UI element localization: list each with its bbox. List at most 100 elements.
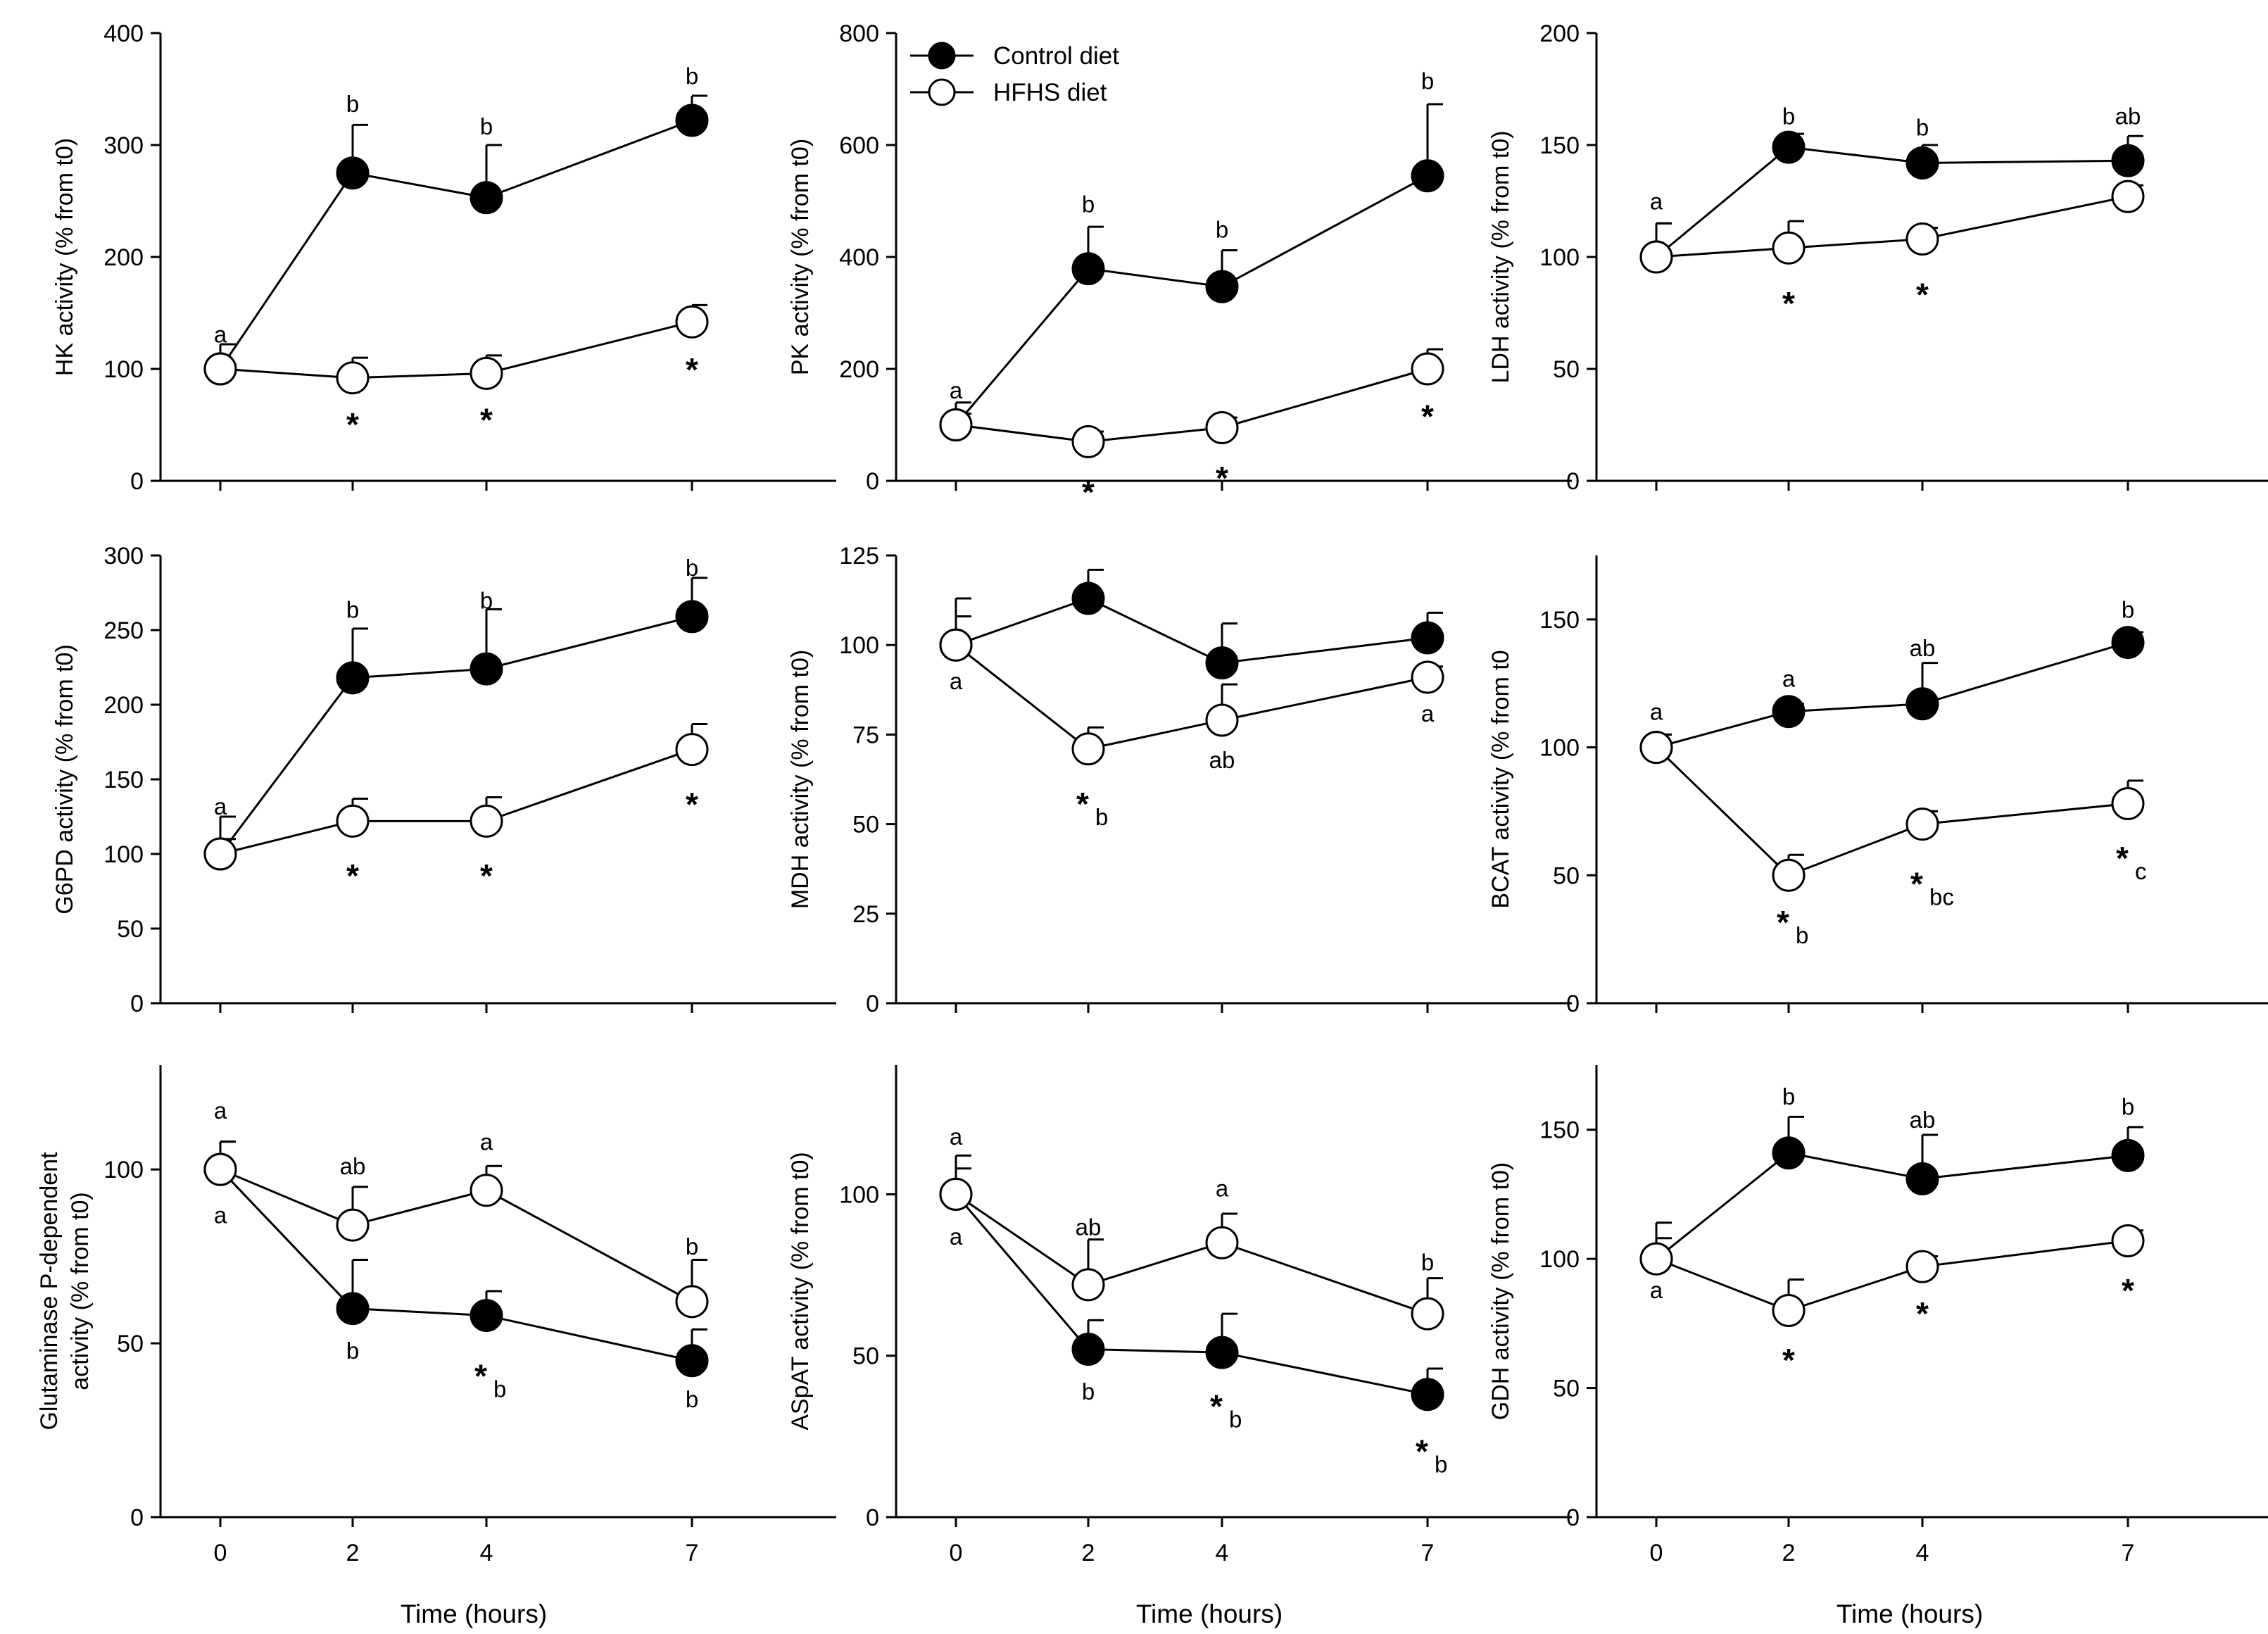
significance-star: *	[480, 401, 493, 438]
significance-letter: ab	[1910, 1107, 1936, 1133]
x-tick-label: 0	[214, 1540, 227, 1566]
y-tick-label: 200	[1539, 20, 1580, 47]
hfhs-data-point	[2111, 787, 2145, 821]
control-series-line	[955, 175, 1428, 426]
significance-star: *	[2122, 1272, 2134, 1309]
panel-pk: 0 200 400 600 800 PK activity (% from t0) a b b b…	[787, 20, 1572, 510]
control-data-point	[1905, 1162, 1939, 1195]
control-series-line	[219, 119, 693, 370]
significance-letter: b	[686, 555, 698, 581]
significance-letter: b	[1916, 115, 1929, 141]
hfhs-series-line	[1656, 195, 2129, 258]
y-axis-title-line: ASpAT activity (% from t0)	[787, 1152, 814, 1431]
hfhs-data-point	[203, 352, 237, 386]
y-tick-label: 200	[103, 244, 144, 271]
y-axis-title: HK activity (% from t0)	[51, 138, 78, 376]
hfhs-data-point	[1071, 425, 1105, 458]
significance-letter: ab	[2115, 103, 2141, 130]
y-axis-title: PK activity (% from t0)	[787, 139, 814, 375]
control-data-point	[1205, 646, 1239, 680]
x-tick-label: 7	[1421, 1540, 1435, 1566]
significance-letter: b	[2122, 596, 2134, 622]
hfhs-series-line	[220, 1168, 693, 1303]
y-tick-label: 0	[866, 468, 879, 495]
significance-letter: a	[1650, 699, 1663, 725]
y-tick-label: 0	[866, 1504, 879, 1531]
significance-letter: a	[950, 1124, 963, 1150]
y-tick-label: 100	[1539, 1246, 1580, 1273]
hfhs-data-point	[1905, 807, 1939, 841]
control-series-line	[1656, 1152, 2129, 1260]
hfhs-series-line	[1656, 1239, 2129, 1312]
significance-letter: b	[1095, 804, 1108, 830]
y-tick-label: 150	[1539, 132, 1580, 159]
y-tick-label: 200	[103, 692, 144, 719]
significance-letter: b	[1421, 1250, 1434, 1276]
y-tick-label: 0	[130, 991, 144, 1017]
significance-letter: b	[346, 91, 359, 117]
y-axis-title: G6PD activity (% from t0)	[51, 644, 78, 915]
significance-star: *	[1210, 1388, 1223, 1424]
y-tick-label: 50	[117, 1331, 144, 1357]
x-tick-label: 0	[950, 1540, 963, 1566]
y-tick-label: 50	[1553, 1376, 1580, 1402]
significance-letter: a	[1650, 1277, 1663, 1303]
control-data-point	[1411, 159, 1444, 193]
y-tick-label: 100	[1539, 244, 1580, 271]
significance-letter: b	[346, 596, 359, 622]
hfhs-data-point	[470, 804, 503, 838]
panel-gdh: 0 50 100 150 0 2 4 7 Time (hours) GDH activity (%…	[1487, 1065, 2268, 1628]
y-tick-label: 150	[1539, 607, 1580, 634]
y-axis-title-line: GDH activity (% from t0)	[1487, 1162, 1514, 1420]
control-data-point	[2111, 144, 2145, 177]
control-data-point	[1071, 252, 1105, 286]
x-tick-label: 2	[346, 1540, 360, 1566]
x-tick-label: 4	[1216, 1540, 1229, 1566]
hfhs-data-point	[1639, 240, 1673, 274]
control-data-point	[1071, 582, 1105, 615]
y-tick-label: 0	[130, 1504, 144, 1531]
hfhs-data-point	[336, 804, 370, 838]
significance-letter: ab	[1910, 635, 1936, 661]
x-tick-label: 4	[1916, 1540, 1929, 1566]
significance-star: *	[1916, 1295, 1929, 1332]
significance-letter: b	[1229, 1406, 1242, 1432]
y-axis-title: MDH activity (% from t0)	[787, 650, 814, 909]
significance-star: *	[1421, 398, 1434, 435]
significance-letter: b	[1796, 922, 1808, 948]
hfhs-data-point	[203, 837, 237, 871]
significance-letter: a	[480, 1129, 493, 1155]
hfhs-data-point	[470, 1174, 503, 1207]
control-series-line	[1656, 146, 2129, 258]
y-axis-title-line: BCAT activity (% from t0	[1487, 650, 1514, 908]
control-data-point	[1905, 687, 1939, 721]
legend-label: HFHS diet	[993, 79, 1107, 106]
significance-star: *	[480, 857, 493, 894]
significance-letter: a	[214, 793, 227, 819]
significance-letter: a	[214, 322, 227, 348]
hfhs-series-line	[220, 320, 693, 379]
y-tick-label: 300	[103, 132, 144, 159]
control-data-point	[470, 1299, 503, 1333]
significance-star: *	[474, 1358, 487, 1395]
hfhs-data-point	[1411, 1297, 1444, 1331]
y-tick-label: 100	[103, 841, 144, 868]
y-tick-label: 0	[1566, 468, 1580, 495]
significance-letter: c	[2135, 858, 2147, 884]
y-tick-label: 400	[839, 244, 879, 271]
control-series-line	[955, 597, 1428, 665]
control-data-point	[1772, 695, 1806, 729]
significance-star: *	[686, 786, 698, 822]
filled-marker-icon	[928, 42, 956, 70]
control-series-line	[219, 1169, 693, 1362]
significance-letter: b	[2122, 1094, 2134, 1120]
y-axis-title: Glutaminase P-dependent activity (% from …	[36, 1152, 94, 1431]
hfhs-series-line	[1655, 746, 2129, 877]
significance-star: *	[346, 406, 359, 443]
y-axis-title-line: G6PD activity (% from t0)	[51, 644, 78, 915]
y-tick-label: 100	[1539, 735, 1580, 762]
y-axis-title-line: PK activity (% from t0)	[787, 139, 814, 375]
control-series-line	[955, 1193, 1428, 1396]
y-tick-label: 50	[1553, 862, 1580, 889]
